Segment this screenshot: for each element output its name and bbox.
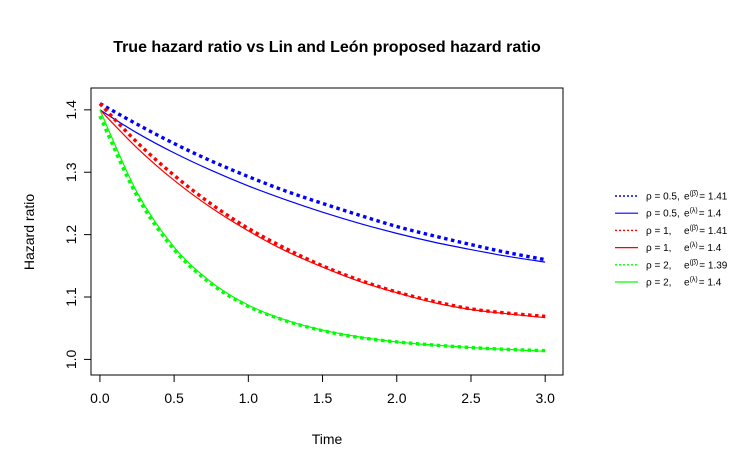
y-tick-label: 1.3 [63,162,79,182]
legend-expr-label: e(λ)= 1.4 [684,208,722,220]
legend-value: = 1.41 [699,226,728,237]
y-axis: 1.0 1.1 1.2 1.3 1.4 [63,100,92,369]
legend-expr-base: e [684,260,690,271]
legend-expr-superscript: (β̄) [690,259,699,266]
legend-rho-label: ρ = 0.5, [646,209,680,220]
series-line-4 [99,109,546,319]
legend-value: = 1.39 [699,260,728,271]
series-group [98,102,546,353]
legend-rho-label: ρ = 2, [646,260,671,271]
y-tick-label: 1.2 [63,225,79,245]
x-axis-label: Time [312,431,343,447]
x-tick-label: 2.0 [387,390,407,406]
legend-expr-superscript: (λ) [690,208,698,215]
legend-expr-label: e(λ)= 1.4 [684,242,722,254]
x-axis: 0.0 0.5 1.0 1.5 2.0 2.5 3.0 [90,374,555,406]
legend-expr-base: e [684,226,690,237]
legend-expr-label: e(β̄)= 1.39 [684,259,728,271]
legend-value: = 1.41 [699,192,728,203]
legend-expr-superscript: (λ) [690,277,698,284]
legend-rho-label: ρ = 0.5, [646,192,680,203]
legend-expr-superscript: (β̄) [690,225,699,232]
x-tick-label: 1.0 [239,390,259,406]
series-line-1 [99,102,546,262]
legend-expr-base: e [684,192,690,203]
legend-expr-label: e(β̄)= 1.41 [684,225,728,237]
legend-value: = 1.4 [699,278,722,289]
legend-rho-label: ρ = 1, [646,243,671,254]
legend-expr-label: e(β̄)= 1.41 [684,191,728,203]
legend-expr-base: e [684,209,690,220]
y-tick-label: 1.0 [63,349,79,369]
legend-expr-superscript: (λ) [690,242,698,249]
x-tick-label: 2.5 [461,390,481,406]
x-tick-label: 3.0 [535,390,555,406]
legend-expr-label: e(λ)= 1.4 [684,277,722,289]
series-line-3 [98,102,546,319]
legend-expr-base: e [684,243,690,254]
series-line-5 [98,115,546,353]
legend-value: = 1.4 [699,209,722,220]
chart-title: True hazard ratio vs Lin and León propos… [113,39,541,56]
legend-rho-label: ρ = 2, [646,278,671,289]
x-tick-label: 0.0 [90,390,110,406]
x-tick-label: 0.5 [164,390,184,406]
series-line-6 [99,109,546,352]
legend-expr-base: e [684,278,690,289]
y-tick-label: 1.1 [63,287,79,307]
series-line-2 [99,109,546,263]
legend-rho-label: ρ = 1, [646,226,671,237]
legend-value: = 1.4 [699,243,722,254]
legend: ρ = 0.5, e(β̄)= 1.41ρ = 0.5, e(λ)= 1.4ρ = … [615,191,728,289]
x-tick-label: 1.5 [313,390,333,406]
y-tick-label: 1.4 [63,100,79,120]
y-axis-label: Hazard ratio [21,194,37,270]
legend-expr-superscript: (β̄) [690,191,699,198]
